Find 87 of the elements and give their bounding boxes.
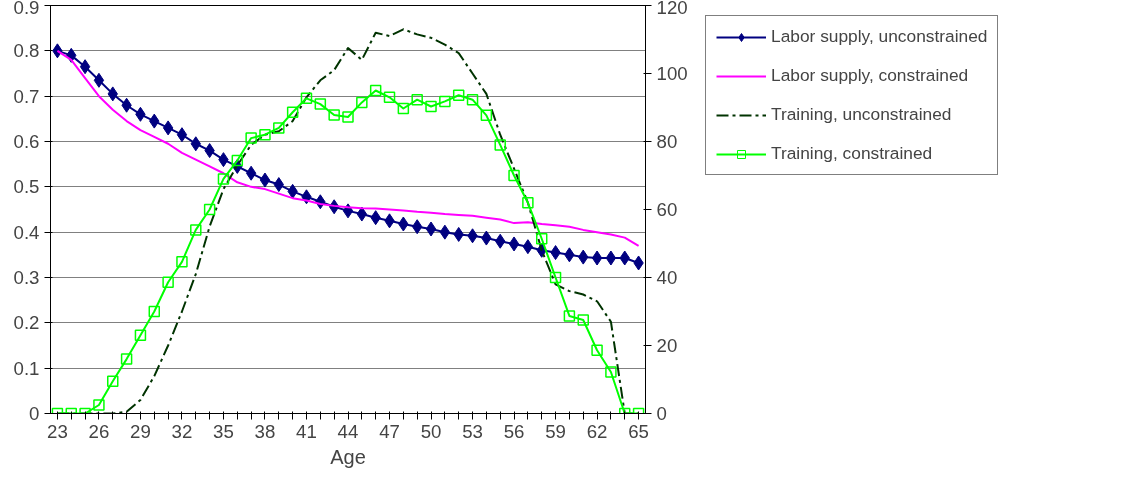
y-tick-label: 0.4 [13, 221, 40, 243]
point [176, 256, 188, 268]
point [605, 250, 617, 266]
y2-tick-label: 60 [656, 199, 678, 220]
point [203, 203, 216, 216]
legend-label: Labor supply, constrained [771, 65, 969, 86]
y-tick-label: 0 [29, 403, 40, 424]
y-tick-label: 0.2 [13, 312, 40, 334]
x-tick-label: 38 [254, 420, 276, 442]
y-tick-label: 0.3 [13, 267, 40, 288]
point [480, 109, 493, 122]
x-axis-title: Age [330, 445, 366, 468]
point [369, 84, 382, 97]
point [605, 366, 617, 378]
point [494, 139, 506, 151]
point [425, 100, 437, 113]
point [259, 172, 271, 188]
x-tick-label: 62 [586, 420, 608, 442]
x-tick-label: 53 [462, 420, 483, 442]
point [522, 196, 534, 209]
point [508, 169, 520, 182]
point [162, 120, 174, 136]
point [79, 59, 91, 75]
y2-tick-label: 100 [656, 63, 688, 84]
point [356, 96, 368, 109]
x-tick-label: 47 [379, 420, 400, 442]
x-tick-label: 59 [545, 420, 566, 442]
point [314, 98, 327, 110]
point [342, 111, 354, 123]
point [508, 236, 520, 252]
point [591, 250, 603, 266]
y2-tick-label: 120 [656, 0, 688, 18]
point [217, 173, 230, 185]
point [328, 109, 340, 121]
point [162, 276, 174, 289]
y-tick-label: 0.7 [13, 85, 40, 107]
legend-label: Training, unconstrained [771, 104, 952, 125]
point [411, 93, 423, 106]
point [563, 310, 576, 322]
x-tick-label: 23 [47, 420, 68, 442]
point [190, 224, 202, 236]
point [591, 344, 603, 357]
point [535, 232, 548, 245]
point [466, 93, 479, 106]
point [134, 329, 147, 342]
point [176, 127, 188, 143]
y-tick-label: 0.5 [13, 176, 40, 198]
point [245, 132, 257, 144]
x-tick-label: 32 [171, 420, 193, 442]
point [383, 91, 396, 104]
point [120, 353, 133, 365]
point [93, 399, 105, 411]
point [231, 154, 244, 167]
x-tick-label: 65 [628, 420, 649, 442]
x-tick-label: 35 [213, 420, 234, 442]
y-tick-label: 0.1 [13, 357, 40, 379]
y2-tick-label: 0 [656, 403, 667, 424]
x-tick-label: 29 [130, 420, 151, 442]
x-tick-label: 44 [337, 420, 359, 442]
point [452, 89, 465, 102]
point [300, 92, 313, 105]
y-tick-label: 0.9 [13, 0, 40, 18]
y2-tick-label: 80 [656, 131, 678, 152]
point [522, 239, 534, 255]
y-tick-label: 0.6 [13, 131, 40, 152]
x-tick-label: 56 [503, 420, 525, 442]
point [577, 314, 589, 326]
point [439, 224, 451, 240]
y-tick-label: 0.8 [13, 40, 40, 62]
point [439, 95, 451, 108]
point [549, 271, 562, 284]
y2-tick-label: 40 [656, 267, 678, 288]
point [273, 122, 285, 134]
point [107, 375, 119, 387]
x-tick-label: 26 [88, 420, 110, 442]
x-tick-label: 41 [296, 420, 317, 442]
x-tick-label: 50 [420, 420, 442, 442]
legend-label: Training, constrained [771, 143, 933, 164]
legend-label: Labor supply, unconstrained [771, 26, 988, 47]
point [148, 305, 161, 318]
point [397, 102, 410, 115]
point [425, 221, 437, 237]
point [93, 72, 105, 88]
y2-tick-label: 20 [656, 335, 678, 356]
point [245, 165, 257, 181]
point [286, 106, 299, 119]
point [259, 128, 271, 141]
